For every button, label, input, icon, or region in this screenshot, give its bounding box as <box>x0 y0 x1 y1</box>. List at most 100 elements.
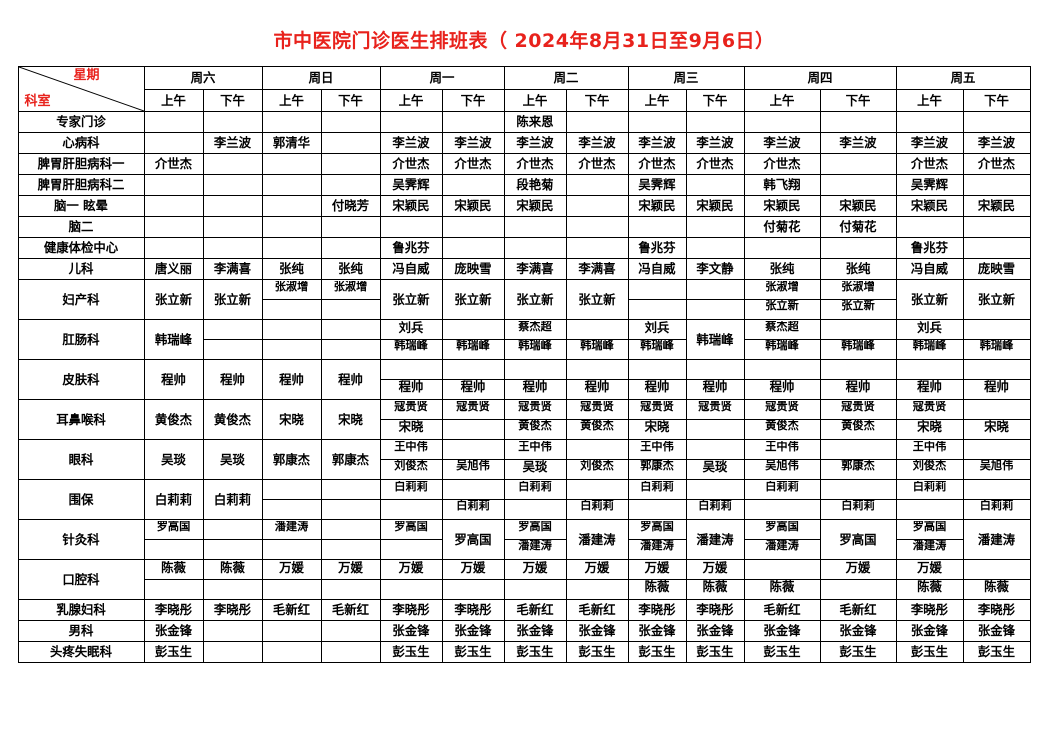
schedule-subcell-bottom <box>443 420 503 439</box>
schedule-subcell-bottom: 程帅 <box>584 379 610 394</box>
schedule-cell: 白莉莉 <box>962 479 1031 520</box>
schedule-subcell-top <box>505 361 565 380</box>
schedule-subcell-top: 万媛 <box>381 561 441 580</box>
schedule-subcell-top: 罗高国 <box>745 521 819 540</box>
schedule-subcell-top: 白莉莉 <box>745 481 819 500</box>
schedule-cell: 介世杰 <box>685 153 745 175</box>
schedule-subcell-bottom <box>629 300 685 319</box>
schedule-subcell-top <box>964 441 1029 460</box>
schedule-cell <box>962 111 1031 133</box>
schedule-cell: 李兰波 <box>819 132 897 154</box>
schedule-cell: 韩飞翔 <box>743 174 821 196</box>
schedule-subcell-bottom: 韩瑞峰 <box>841 339 875 352</box>
schedule-cell: 宋晓 <box>962 399 1031 440</box>
schedule-cell <box>565 174 629 196</box>
schedule-cell: 张淑增 <box>261 279 322 320</box>
schedule-cell: 陈薇 <box>962 559 1031 600</box>
schedule-cell: 郭康杰 <box>320 439 381 480</box>
schedule-cell <box>261 641 322 663</box>
schedule-subcell-top: 万媛 <box>897 561 962 580</box>
schedule-subcell-bottom: 陈薇 <box>644 579 670 594</box>
table-row: 脑一 眩晕 付晓芳 宋颖民 宋颖民 宋颖民 宋颖民 宋颖民 宋颖民 宋颖民 宋颖民 宋颖民 <box>17 195 1031 217</box>
schedule-subcell-bottom: 郭康杰 <box>841 459 875 472</box>
schedule-cell: 张金锋 <box>503 620 567 642</box>
schedule-subcell-bottom: 潘建涛 <box>912 539 947 552</box>
schedule-subcell-bottom: 韩瑞峰 <box>765 339 799 352</box>
schedule-cell <box>685 174 745 196</box>
schedule-cell <box>379 216 443 238</box>
schedule-cell <box>320 132 381 154</box>
schedule-cell <box>202 174 263 196</box>
session-header-am-7: 上午 <box>895 88 964 112</box>
schedule-subcell-bottom: 程帅 <box>917 379 942 394</box>
schedule-cell: 韩瑞峰 <box>565 319 629 360</box>
schedule-subcell-top: 张淑增 <box>263 281 320 300</box>
schedule-subcell-bottom: 韩瑞峰 <box>640 339 674 352</box>
schedule-cell: 张金锋 <box>627 620 687 642</box>
schedule-subcell-top: 刘兵 <box>381 321 441 340</box>
schedule-cell: 张立新 <box>962 279 1031 320</box>
schedule-subcell-top: 寇贵贤 <box>629 401 685 420</box>
schedule-cell: 万媛 <box>379 559 443 600</box>
schedule-subcell-top: 白莉莉 <box>897 481 962 500</box>
schedule-cell <box>962 216 1031 238</box>
schedule-cell: 白莉莉 <box>503 479 567 520</box>
schedule-cell: 寇贵贤 <box>685 399 745 440</box>
diagonal-divider-icon <box>19 67 144 111</box>
schedule-subcell-top: 寇贵贤 <box>821 401 895 420</box>
schedule-subcell-bottom: 韩瑞峰 <box>394 339 428 352</box>
schedule-subcell-top <box>964 321 1029 340</box>
schedule-cell: 李兰波 <box>962 132 1031 154</box>
schedule-subcell-bottom: 程帅 <box>522 379 548 394</box>
schedule-subcell-top <box>687 441 743 460</box>
schedule-cell: 李晓彤 <box>962 599 1031 621</box>
schedule-cell <box>441 174 505 196</box>
schedule-cell: 李文静 <box>685 258 745 280</box>
schedule-cell: 毛新红 <box>503 599 567 621</box>
schedule-cell: 白莉莉 <box>685 479 745 520</box>
schedule-cell: 李兰波 <box>743 132 821 154</box>
table-row: 专家门诊 陈来恩 <box>17 111 1031 133</box>
department-label: 乳腺妇科 <box>17 599 145 621</box>
schedule-cell: 寇贵贤 黄俊杰 <box>819 399 897 440</box>
schedule-subcell-top: 寇贵贤 <box>897 401 962 420</box>
schedule-subcell-bottom: 黄俊杰 <box>580 419 614 432</box>
schedule-cell: 鲁兆芬 <box>895 237 964 259</box>
department-label: 皮肤科 <box>17 359 145 400</box>
schedule-cell: 付菊花 <box>819 216 897 238</box>
schedule-subcell-top: 寇贵贤 <box>505 401 565 420</box>
schedule-subcell-bottom <box>322 340 379 359</box>
schedule-cell <box>320 111 381 133</box>
schedule-cell <box>143 174 204 196</box>
schedule-cell: 寇贵贤 <box>441 399 505 440</box>
schedule-cell: 庞映雪 <box>962 258 1031 280</box>
table-row: 头疼失眠科 彭玉生 彭玉生 彭玉生 彭玉生 彭玉生 彭玉生 彭玉生 彭玉生 彭玉生 彭玉生 彭玉生 <box>17 641 1031 663</box>
schedule-cell <box>819 111 897 133</box>
session-header-pm-5: 下午 <box>685 88 745 112</box>
schedule-cell: 王中伟 吴旭伟 <box>743 439 821 480</box>
schedule-cell <box>261 174 322 196</box>
schedule-subcell-bottom <box>443 580 503 599</box>
schedule-subcell-top <box>263 321 320 340</box>
schedule-subcell-top <box>821 441 895 460</box>
schedule-cell: 李满喜 <box>503 258 567 280</box>
schedule-cell: 蔡杰超 韩瑞峰 <box>503 319 567 360</box>
schedule-cell: 韩瑞峰 <box>143 319 204 360</box>
department-label: 针灸科 <box>17 519 145 560</box>
schedule-subcell-top: 寇贵贤 <box>443 401 503 420</box>
schedule-cell: 吴霁辉 <box>379 174 443 196</box>
schedule-subcell-bottom <box>204 340 261 359</box>
schedule-subcell-top <box>964 561 1029 580</box>
schedule-subcell-bottom <box>381 580 441 599</box>
schedule-subcell-bottom: 潘建涛 <box>765 539 799 552</box>
schedule-cell: 彭玉生 <box>565 641 629 663</box>
schedule-cell: 付晓芳 <box>320 195 381 217</box>
schedule-cell: 罗高国 潘建涛 <box>503 519 567 560</box>
schedule-table: 星期 科室 周六 周日 周一 周二 周三 周四 周五 上午 下午 上午 下午 上午 下午 上午 下午 上午 下午 上午… <box>17 66 1031 663</box>
schedule-cell: 张金锋 <box>743 620 821 642</box>
schedule-subcell-bottom <box>322 300 379 319</box>
schedule-cell: 李晓彤 <box>685 599 745 621</box>
schedule-subcell-top: 张淑增 <box>745 281 819 300</box>
table-row: 肛肠科 韩瑞峰 刘兵 韩瑞峰 韩瑞峰 蔡杰超 韩瑞峰 韩瑞峰 刘兵 韩瑞峰 韩瑞峰 蔡杰超 韩瑞峰 韩瑞峰… <box>17 319 1031 360</box>
day-header-4: 周二 <box>503 66 629 90</box>
